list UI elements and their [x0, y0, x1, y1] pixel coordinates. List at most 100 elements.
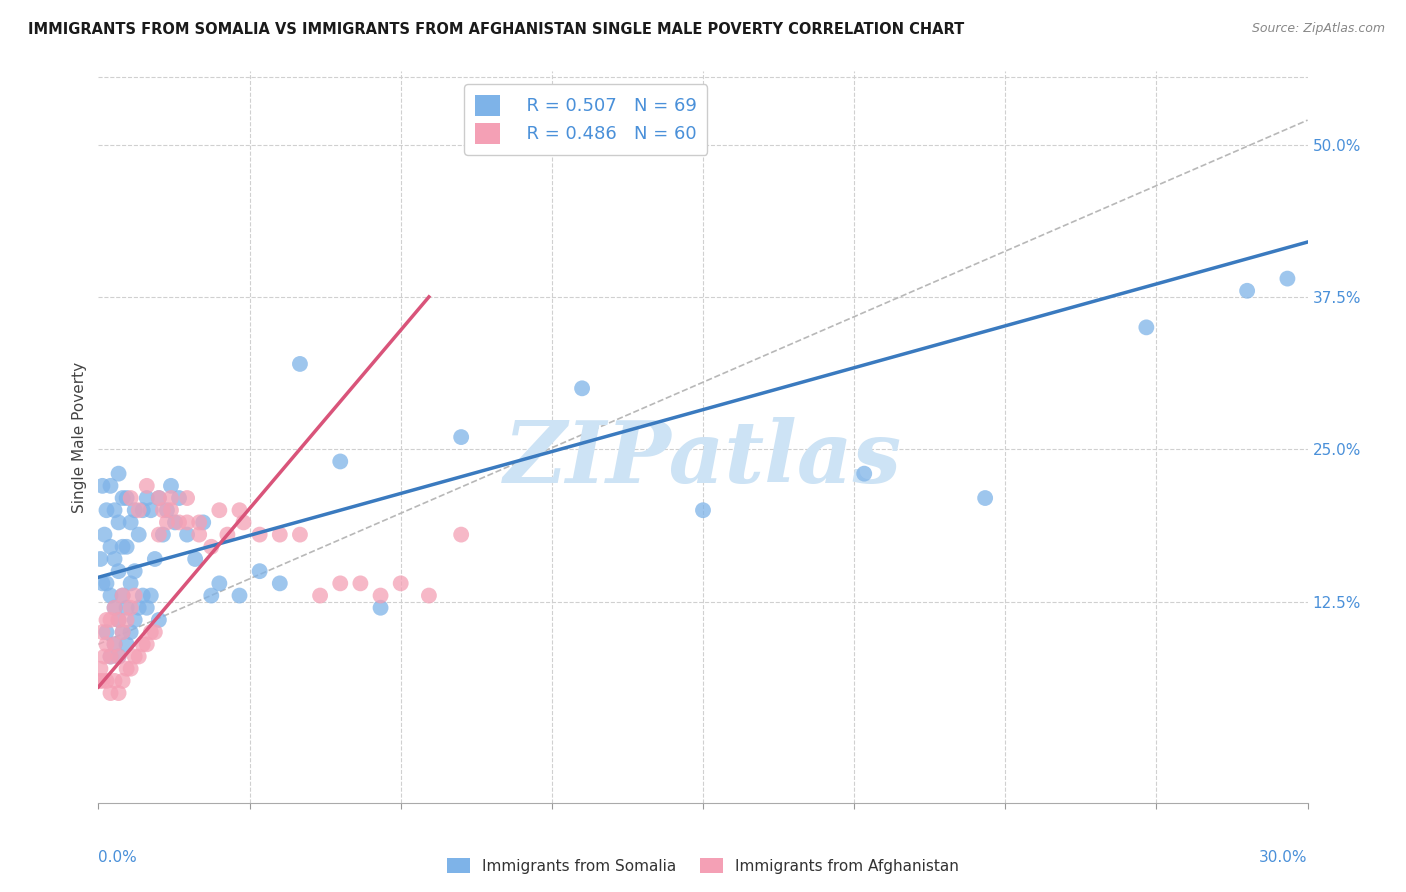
- Point: [107, 516, 129, 530]
- Point: [115, 613, 138, 627]
- Point: [148, 491, 170, 505]
- Text: ZIPatlas: ZIPatlas: [503, 417, 903, 500]
- Point: [329, 576, 352, 591]
- Point: [571, 381, 593, 395]
- Point: [139, 503, 162, 517]
- Point: [103, 600, 125, 615]
- Point: [249, 564, 271, 578]
- Point: [91, 576, 114, 591]
- Point: [370, 600, 392, 615]
- Point: [329, 454, 352, 468]
- Point: [208, 503, 231, 517]
- Point: [107, 613, 129, 627]
- Point: [115, 637, 138, 651]
- Point: [100, 540, 122, 554]
- Point: [107, 649, 129, 664]
- Point: [135, 491, 157, 505]
- Point: [974, 491, 997, 505]
- Point: [232, 516, 254, 530]
- Point: [193, 516, 215, 530]
- Point: [120, 625, 142, 640]
- Point: [111, 625, 134, 640]
- Point: [184, 552, 207, 566]
- Point: [111, 625, 134, 640]
- Point: [156, 516, 179, 530]
- Point: [115, 662, 138, 676]
- Point: [128, 503, 150, 517]
- Point: [124, 649, 146, 664]
- Point: [288, 357, 311, 371]
- Point: [100, 649, 122, 664]
- Point: [176, 516, 198, 530]
- Point: [96, 613, 118, 627]
- Y-axis label: Single Male Poverty: Single Male Poverty: [72, 361, 87, 513]
- Point: [148, 491, 170, 505]
- Point: [91, 479, 114, 493]
- Point: [389, 576, 412, 591]
- Point: [176, 491, 198, 505]
- Point: [124, 503, 146, 517]
- Point: [188, 516, 211, 530]
- Point: [148, 613, 170, 627]
- Point: [111, 673, 134, 688]
- Point: [115, 540, 138, 554]
- Point: [100, 686, 122, 700]
- Point: [100, 613, 122, 627]
- Text: 0.0%: 0.0%: [98, 850, 138, 865]
- Point: [124, 589, 146, 603]
- Point: [200, 589, 222, 603]
- Point: [96, 637, 118, 651]
- Point: [120, 491, 142, 505]
- Point: [288, 527, 311, 541]
- Text: IMMIGRANTS FROM SOMALIA VS IMMIGRANTS FROM AFGHANISTAN SINGLE MALE POVERTY CORRE: IMMIGRANTS FROM SOMALIA VS IMMIGRANTS FR…: [28, 22, 965, 37]
- Point: [100, 479, 122, 493]
- Point: [96, 673, 118, 688]
- Point: [120, 576, 142, 591]
- Point: [450, 527, 472, 541]
- Point: [1135, 320, 1157, 334]
- Point: [132, 503, 155, 517]
- Point: [103, 637, 125, 651]
- Point: [89, 662, 111, 676]
- Point: [111, 491, 134, 505]
- Point: [156, 503, 179, 517]
- Point: [160, 503, 183, 517]
- Point: [124, 613, 146, 627]
- Point: [120, 516, 142, 530]
- Legend: Immigrants from Somalia, Immigrants from Afghanistan: Immigrants from Somalia, Immigrants from…: [441, 852, 965, 880]
- Point: [91, 673, 114, 688]
- Point: [93, 649, 115, 664]
- Point: [148, 527, 170, 541]
- Point: [107, 649, 129, 664]
- Point: [100, 649, 122, 664]
- Point: [188, 527, 211, 541]
- Point: [135, 600, 157, 615]
- Point: [1277, 271, 1299, 285]
- Point: [217, 527, 239, 541]
- Point: [115, 600, 138, 615]
- Point: [107, 564, 129, 578]
- Point: [128, 600, 150, 615]
- Point: [128, 649, 150, 664]
- Point: [450, 430, 472, 444]
- Point: [143, 552, 166, 566]
- Point: [135, 637, 157, 651]
- Point: [176, 527, 198, 541]
- Point: [167, 491, 190, 505]
- Point: [692, 503, 714, 517]
- Point: [96, 625, 118, 640]
- Point: [107, 613, 129, 627]
- Point: [163, 516, 186, 530]
- Text: 30.0%: 30.0%: [1260, 850, 1308, 865]
- Point: [152, 527, 174, 541]
- Point: [103, 552, 125, 566]
- Point: [111, 540, 134, 554]
- Point: [103, 600, 125, 615]
- Point: [120, 600, 142, 615]
- Point: [103, 503, 125, 517]
- Point: [228, 503, 250, 517]
- Point: [418, 589, 440, 603]
- Point: [349, 576, 371, 591]
- Point: [160, 491, 183, 505]
- Point: [200, 540, 222, 554]
